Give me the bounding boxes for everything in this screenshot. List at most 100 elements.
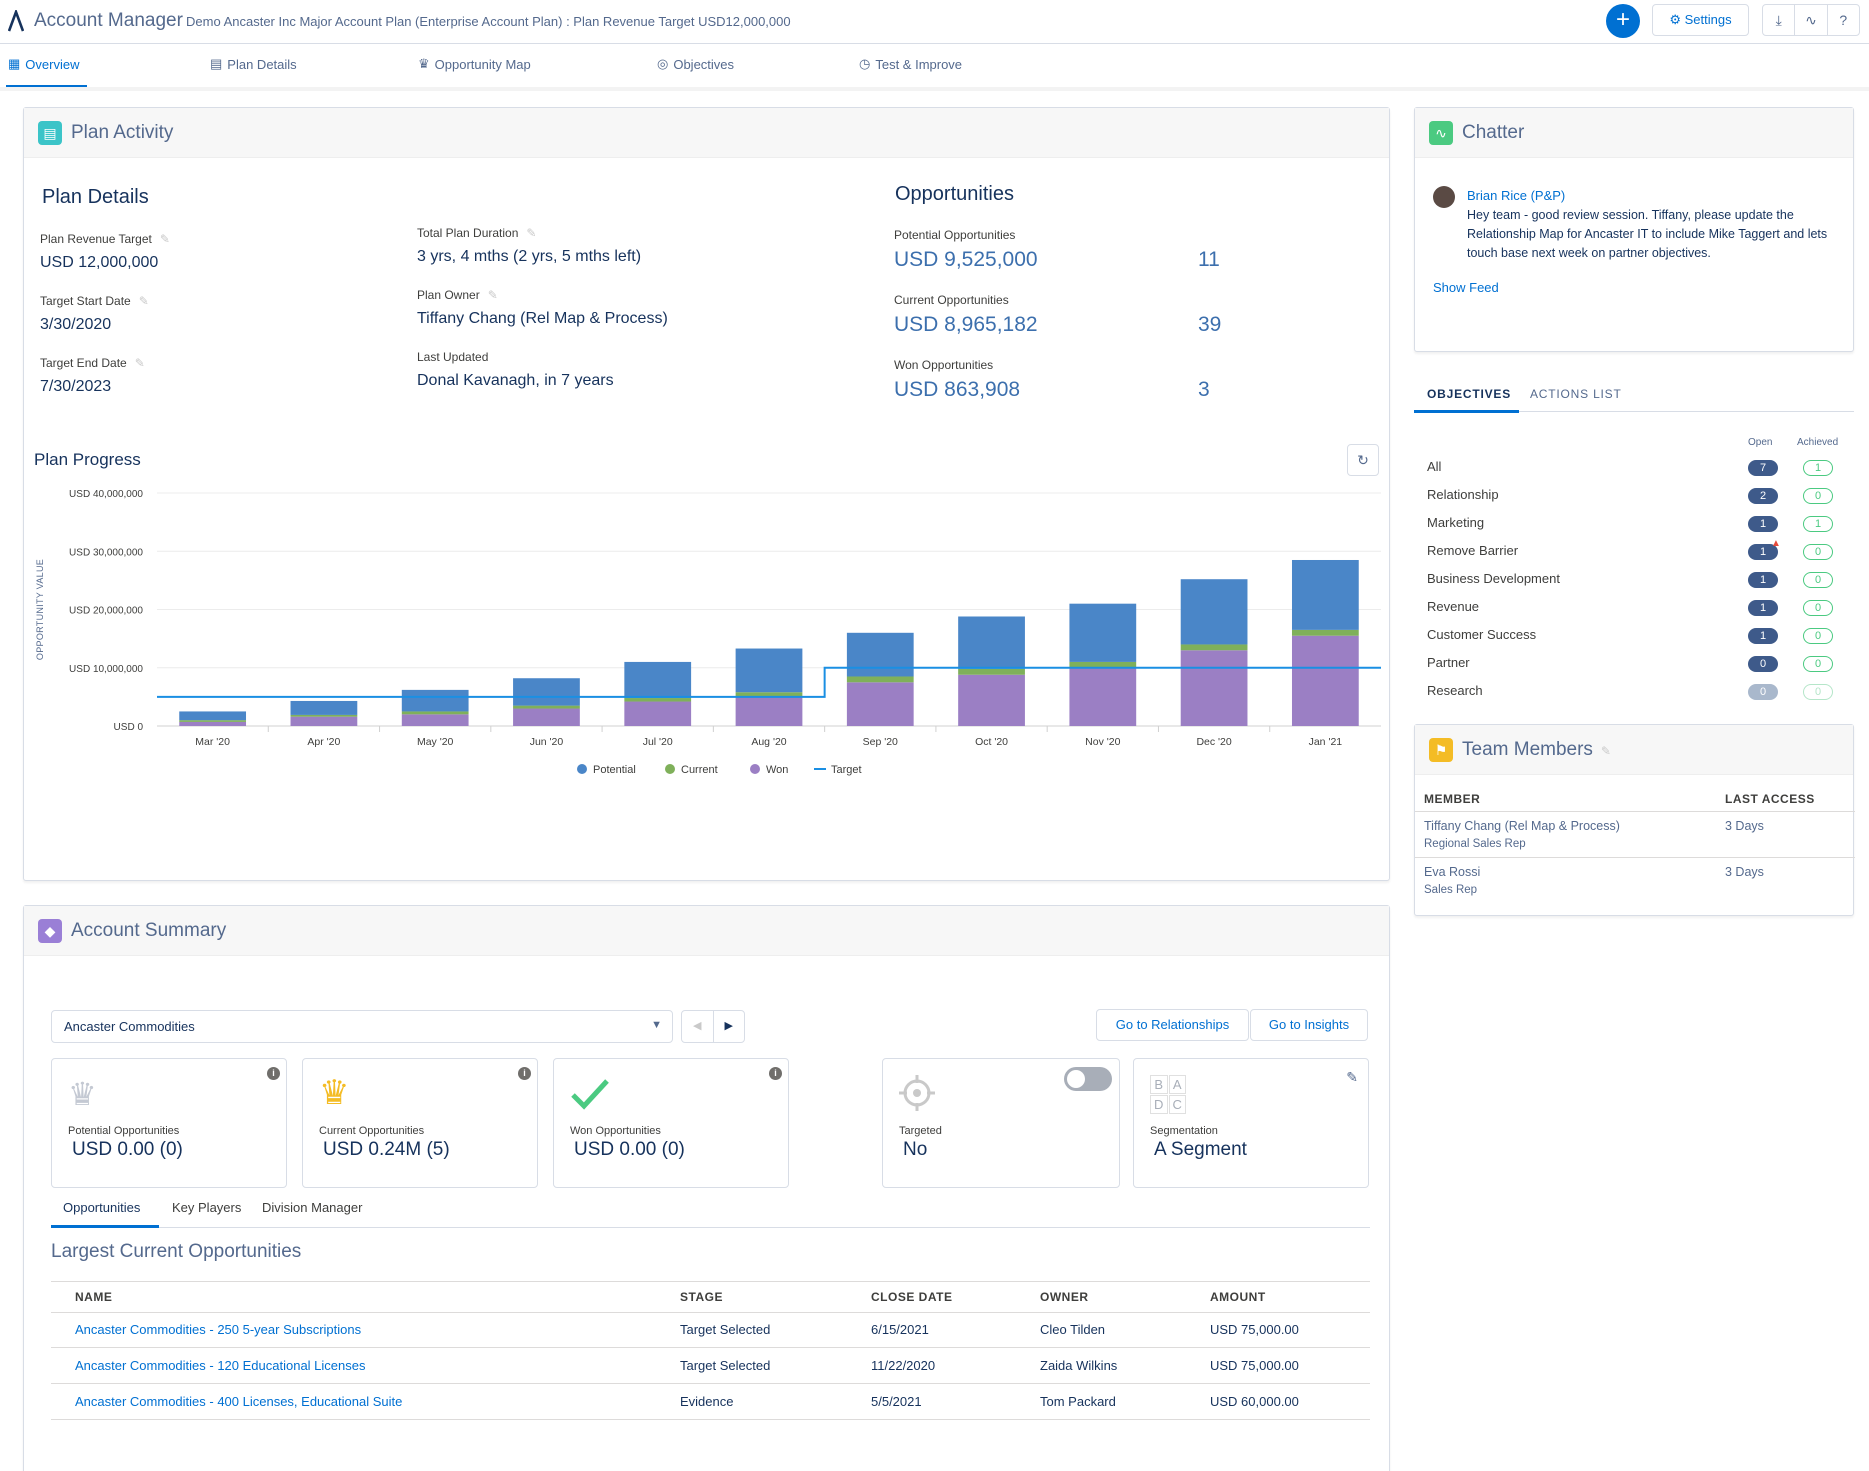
potential-opps-label: Potential Opportunities	[894, 228, 1016, 242]
y-tick-label: USD 10,000,000	[69, 664, 143, 675]
achieved-count-badge[interactable]: 0	[1803, 572, 1833, 588]
edit-pencil-icon[interactable]: ✎	[1346, 1069, 1358, 1085]
crown-icon: ♛	[319, 1074, 350, 1112]
objective-category[interactable]: Revenue	[1427, 599, 1480, 614]
edit-pencil-icon[interactable]: ✎	[159, 232, 170, 246]
edit-pencil-icon[interactable]: ✎	[138, 294, 149, 308]
tab-objectives[interactable]: ◎ Objectives	[657, 56, 734, 72]
document-icon: ▤	[210, 56, 223, 71]
duration-label: Total Plan Duration ✎	[417, 226, 537, 240]
opportunity-name[interactable]: Ancaster Commodities - 400 Licenses, Edu…	[75, 1394, 403, 1409]
achieved-count-badge[interactable]: 1	[1803, 460, 1833, 476]
objective-category[interactable]: Research	[1427, 683, 1483, 698]
achieved-count-badge[interactable]: 0	[1803, 600, 1833, 616]
add-button[interactable]: +	[1606, 4, 1640, 38]
kpi-value: No	[903, 1139, 928, 1160]
help-button[interactable]: ?	[1828, 5, 1859, 35]
open-count-badge[interactable]: 1	[1748, 628, 1778, 644]
opportunity-name[interactable]: Ancaster Commodities - 250 5-year Subscr…	[75, 1322, 362, 1337]
objective-category[interactable]: All	[1427, 459, 1442, 474]
open-count-badge[interactable]: 2	[1748, 488, 1778, 504]
divider	[51, 1227, 1370, 1228]
open-count-badge[interactable]: 7	[1748, 460, 1778, 476]
subtab-division-manager[interactable]: Division Manager	[262, 1200, 363, 1215]
chatter-card: ∿ Chatter Brian Rice (P&P) Hey team - go…	[1414, 107, 1854, 352]
bar-won	[735, 696, 803, 726]
achieved-count-badge[interactable]: 0	[1803, 628, 1833, 644]
open-count-badge[interactable]: 1	[1748, 544, 1778, 560]
edit-pencil-icon[interactable]: ✎	[487, 288, 498, 302]
y-tick-label: USD 40,000,000	[69, 489, 143, 500]
activity-button[interactable]: ∿	[1795, 5, 1828, 35]
bar-potential	[1180, 579, 1248, 645]
achieved-count-badge[interactable]: 0	[1803, 656, 1833, 672]
download-button[interactable]: ⤓	[1763, 5, 1796, 35]
show-feed-link[interactable]: Show Feed	[1433, 280, 1499, 295]
kpi-label: Segmentation	[1150, 1125, 1218, 1137]
objective-category[interactable]: Remove Barrier	[1427, 543, 1519, 558]
tab-opportunity-map[interactable]: ♛ Opportunity Map	[418, 56, 531, 72]
chatter-author-link[interactable]: Brian Rice (P&P)	[1467, 188, 1566, 203]
divider	[51, 1383, 1370, 1384]
open-count-badge[interactable]: 1	[1748, 516, 1778, 532]
potential-opps-count[interactable]: 11	[1198, 248, 1220, 271]
open-count-badge[interactable]: 1	[1748, 600, 1778, 616]
next-button[interactable]: ▶	[714, 1011, 745, 1042]
bar-potential	[513, 678, 580, 706]
info-icon[interactable]: i	[518, 1067, 531, 1080]
account-select[interactable]: Ancaster Commodities ▼	[51, 1010, 673, 1043]
go-to-insights-button[interactable]: Go to Insights	[1250, 1009, 1368, 1041]
checkmark-icon	[571, 1079, 609, 1110]
objective-category[interactable]: Customer Success	[1427, 627, 1537, 642]
tab-plan-details[interactable]: ▤ Plan Details	[210, 56, 297, 72]
member-name[interactable]: Tiffany Chang (Rel Map & Process)	[1424, 819, 1620, 833]
crown-icon: ♛	[68, 1076, 97, 1112]
edit-pencil-icon[interactable]: ✎	[134, 356, 145, 370]
bar-won	[290, 716, 358, 726]
crosshair-icon	[899, 1075, 935, 1111]
active-tab-indicator	[6, 85, 87, 88]
plan-activity-card: ▤ Plan Activity Plan Details Plan Revenu…	[23, 107, 1390, 881]
settings-button[interactable]: ⚙ Settings	[1652, 4, 1749, 36]
achieved-count-badge[interactable]: 0	[1803, 488, 1833, 504]
open-count-badge[interactable]: 0	[1748, 684, 1778, 700]
tab-test-improve[interactable]: ◷ Test & Improve	[859, 56, 962, 72]
open-count-badge[interactable]: 0	[1748, 656, 1778, 672]
open-count-badge[interactable]: 1	[1748, 572, 1778, 588]
member-name[interactable]: Eva Rossi	[1424, 865, 1481, 879]
achieved-count-badge[interactable]: 0	[1803, 684, 1833, 700]
refresh-button[interactable]: ↻	[1347, 444, 1379, 476]
opportunity-owner: Zaida Wilkins	[1040, 1358, 1118, 1373]
achieved-count-badge[interactable]: 1	[1803, 516, 1833, 532]
tab-overview[interactable]: ▦ Overview	[8, 56, 79, 72]
targeted-toggle[interactable]	[1064, 1067, 1112, 1091]
edit-pencil-icon[interactable]: ✎	[526, 226, 537, 240]
download-icon: ⤓	[1775, 12, 1782, 28]
y-tick-label: USD 20,000,000	[69, 606, 143, 617]
objective-category[interactable]: Partner	[1427, 655, 1470, 670]
objective-category[interactable]: Marketing	[1427, 515, 1485, 530]
previous-button[interactable]: ◀	[682, 1011, 714, 1042]
opportunity-name[interactable]: Ancaster Commodities - 120 Educational L…	[75, 1358, 366, 1373]
achieved-count-badge[interactable]: 0	[1803, 544, 1833, 560]
subtab-key-players[interactable]: Key Players	[172, 1200, 242, 1215]
bar-current	[735, 692, 803, 697]
info-icon[interactable]: i	[267, 1067, 280, 1080]
edit-pencil-icon[interactable]: ✎	[1600, 744, 1611, 758]
divider	[1414, 411, 1854, 412]
subtab-opportunities[interactable]: Opportunities	[63, 1200, 141, 1215]
plan-details-heading: Plan Details	[42, 186, 149, 208]
bar-current	[846, 676, 914, 683]
utility-button-group: ⤓ ∿ ?	[1762, 4, 1860, 36]
bar-potential	[179, 711, 247, 721]
info-icon[interactable]: i	[769, 1067, 782, 1080]
objective-category[interactable]: Relationship	[1427, 487, 1499, 502]
opportunity-close: 5/5/2021	[871, 1394, 922, 1409]
won-opps-count[interactable]: 3	[1198, 378, 1210, 401]
current-opps-count[interactable]: 39	[1198, 313, 1222, 336]
card-title: Team Members ✎	[1462, 739, 1611, 760]
objective-category[interactable]: Business Development	[1427, 571, 1560, 586]
tab-actions-list[interactable]: ACTIONS LIST	[1530, 387, 1622, 401]
tab-objectives-list[interactable]: OBJECTIVES	[1427, 387, 1512, 401]
go-to-relationships-button[interactable]: Go to Relationships	[1096, 1009, 1249, 1041]
